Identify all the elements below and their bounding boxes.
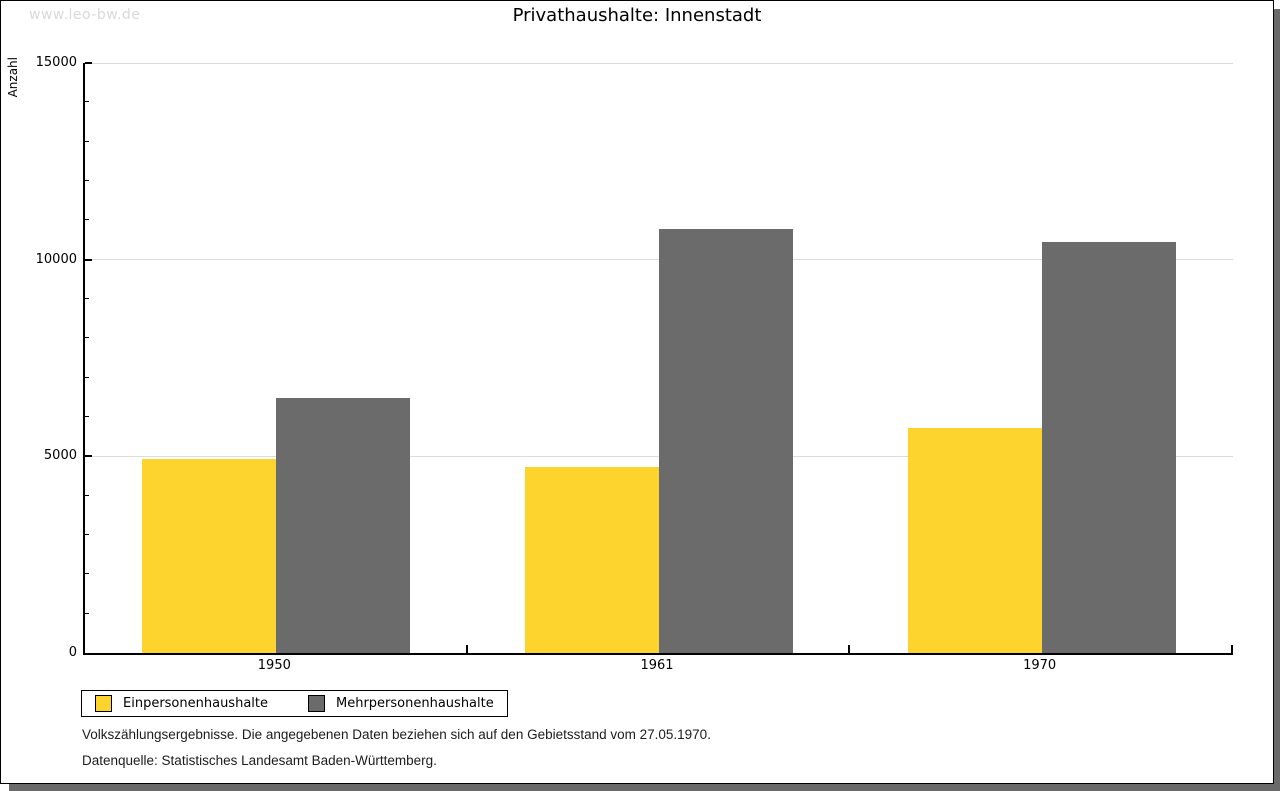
y-axis-tick bbox=[85, 494, 89, 496]
x-tick-label: 1961 bbox=[640, 658, 674, 673]
y-axis-tick bbox=[85, 180, 89, 181]
y-axis-label: Anzahl bbox=[6, 57, 20, 98]
x-axis-tick bbox=[1231, 645, 1233, 653]
legend: Einpersonenhaushalte Mehrpersonenhaushal… bbox=[81, 690, 508, 717]
bar-1950-mehrpersonen bbox=[276, 398, 411, 653]
legend-swatch-mehrpersonenhaushalte bbox=[308, 695, 325, 712]
watermark: www.leo-bw.de bbox=[29, 7, 141, 23]
bar-1961-einpersonen bbox=[525, 466, 659, 653]
legend-swatch-einpersonenhaushalte bbox=[95, 695, 112, 712]
legend-label: Einpersonenhaushalte bbox=[123, 696, 268, 711]
y-tick-label: 0 bbox=[68, 645, 77, 660]
y-axis-tick bbox=[85, 258, 92, 261]
y-tick-label: 10000 bbox=[35, 251, 77, 267]
x-axis-tick bbox=[465, 645, 468, 653]
y-tick-label: 15000 bbox=[35, 55, 77, 70]
y-axis-tick bbox=[85, 140, 89, 142]
y-axis-tick bbox=[85, 298, 89, 299]
y-axis-tick bbox=[85, 534, 89, 535]
legend-label: Mehrpersonenhaushalte bbox=[336, 696, 494, 711]
plot-area bbox=[83, 62, 1233, 655]
y-axis-tick bbox=[85, 573, 89, 575]
bar-1961-mehrpersonen bbox=[659, 229, 793, 653]
y-axis-tick bbox=[85, 612, 89, 614]
x-tick-label: 1970 bbox=[1023, 658, 1057, 673]
bar-1970-mehrpersonen bbox=[1041, 241, 1176, 653]
y-axis-tick bbox=[85, 455, 92, 458]
bar-1970-einpersonen bbox=[907, 428, 1042, 653]
footer-note: Volkszählungsergebnisse. Die angegebenen… bbox=[82, 727, 711, 742]
y-axis-tick bbox=[85, 62, 92, 64]
x-tick-label: 1950 bbox=[257, 658, 291, 673]
x-axis-tick bbox=[848, 645, 851, 653]
footer-source: Datenquelle: Statistisches Landesamt Bad… bbox=[82, 753, 437, 768]
y-tick-label: 5000 bbox=[43, 448, 77, 464]
y-axis-tick bbox=[85, 337, 89, 339]
y-axis-tick bbox=[85, 101, 89, 103]
chart-title: Privathaushalte: Innenstadt bbox=[512, 5, 762, 26]
bar-1950-einpersonen bbox=[142, 459, 277, 653]
y-axis-tick bbox=[85, 219, 89, 221]
y-axis-tick bbox=[85, 416, 89, 417]
y-axis-tick bbox=[85, 376, 89, 378]
gridline bbox=[85, 62, 1233, 64]
